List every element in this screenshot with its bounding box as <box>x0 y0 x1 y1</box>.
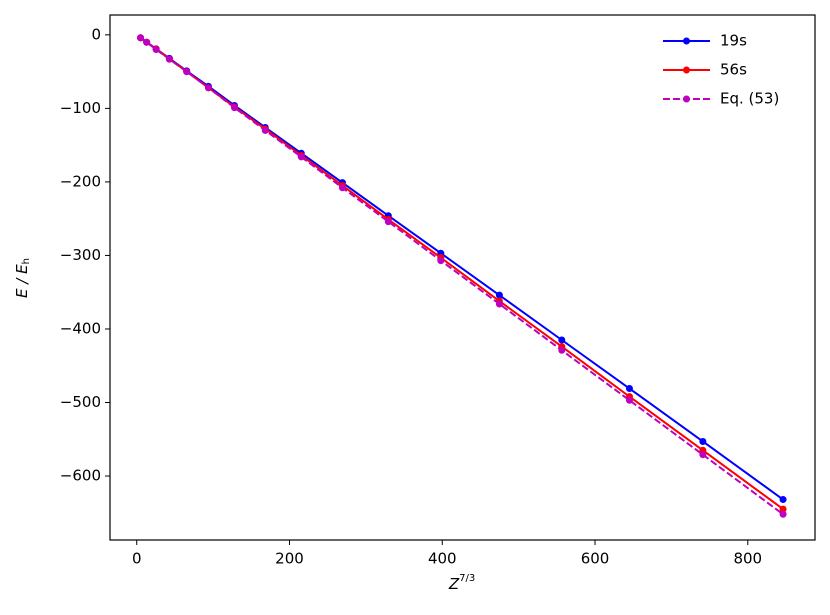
y-tick-label: 0 <box>91 25 101 43</box>
data-point <box>779 505 787 513</box>
data-point <box>261 126 269 134</box>
data-point <box>699 437 707 445</box>
y-label-sub: h <box>21 258 32 264</box>
x-tick-label: 600 <box>581 550 610 568</box>
data-point <box>338 184 346 192</box>
x-axis-label: Z7/3 <box>448 573 475 593</box>
data-point <box>204 84 212 92</box>
data-point <box>384 218 392 226</box>
data-point <box>143 38 151 46</box>
data-point <box>183 68 191 76</box>
x-tick-label: 200 <box>275 550 304 568</box>
legend-label: 56s <box>720 61 747 79</box>
legend-label: 19s <box>720 32 747 50</box>
data-point <box>779 510 787 518</box>
data-point <box>558 346 566 354</box>
x-tick-label: 0 <box>132 550 142 568</box>
y-tick-label: −300 <box>60 246 101 264</box>
y-axis-label: E / Eh <box>13 258 33 298</box>
data-point <box>779 496 787 504</box>
y-tick-label: −400 <box>60 319 101 337</box>
data-point <box>558 336 566 344</box>
data-point <box>625 385 633 393</box>
y-tick-label: −200 <box>60 172 101 190</box>
x-tick-label: 400 <box>428 550 457 568</box>
data-point <box>437 257 445 265</box>
x-tick-label: 800 <box>733 550 762 568</box>
legend-marker <box>683 95 690 103</box>
data-point <box>137 34 145 42</box>
y-tick-label: −500 <box>60 393 101 411</box>
x-label-sup: 7/3 <box>459 573 475 584</box>
data-point <box>297 153 305 161</box>
legend-label: Eq. (53) <box>720 90 779 108</box>
y-tick-label: −600 <box>60 467 101 485</box>
data-point <box>495 300 503 308</box>
x-label-base: Z <box>448 575 460 593</box>
y-label-main: E / E <box>13 264 31 298</box>
data-point <box>495 291 503 299</box>
legend-marker <box>683 66 690 74</box>
data-point <box>699 451 707 459</box>
data-point <box>625 396 633 404</box>
plot-frame <box>109 14 816 541</box>
data-point <box>231 104 239 112</box>
data-point <box>165 55 173 63</box>
legend-marker <box>683 37 690 45</box>
data-point <box>152 46 160 54</box>
y-tick-label: −100 <box>60 99 101 117</box>
